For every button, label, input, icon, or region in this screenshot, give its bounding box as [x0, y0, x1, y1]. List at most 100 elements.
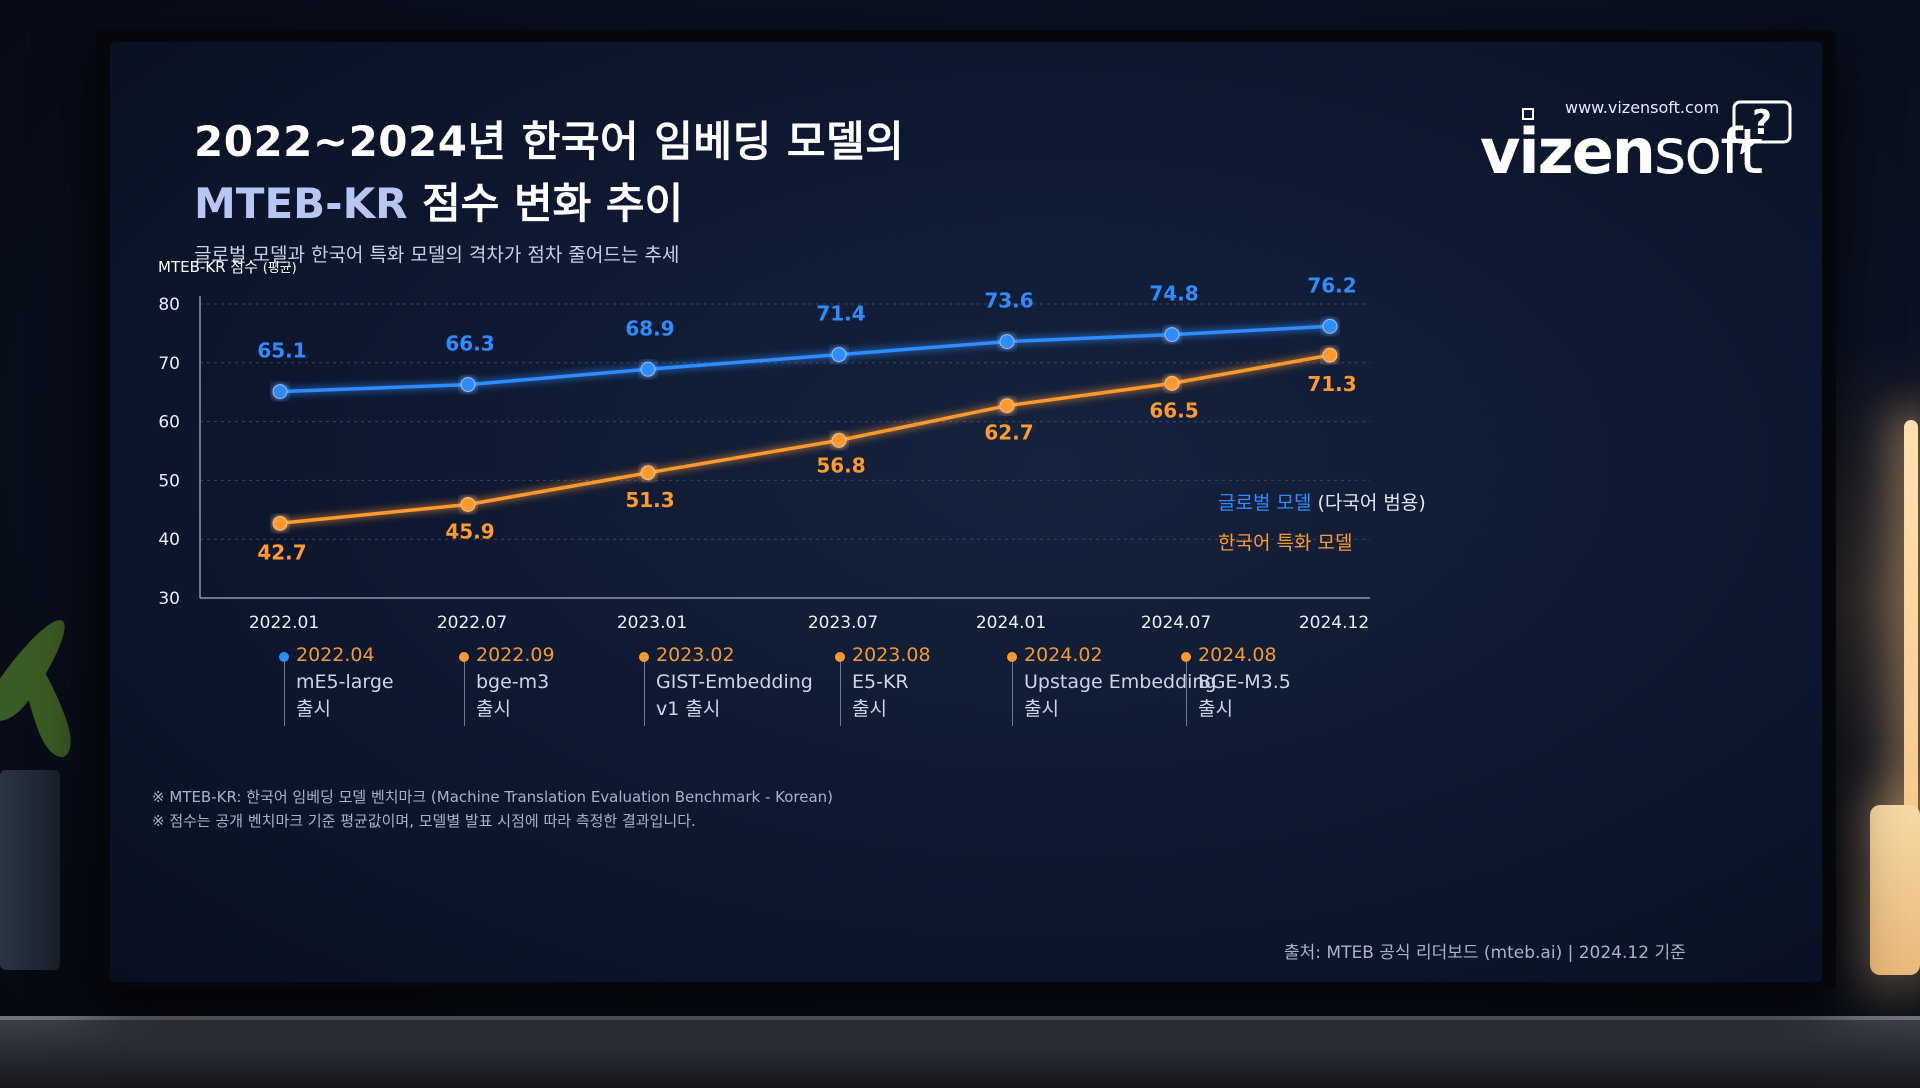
data-point — [831, 347, 847, 363]
annotation-date: 2022.04 — [296, 644, 375, 666]
x-tick-label: 2024.01 — [976, 613, 1046, 633]
data-point — [272, 515, 288, 531]
data-label: 76.2 — [1307, 273, 1356, 297]
x-tick-label: 2022.01 — [249, 613, 319, 633]
data-label: 71.4 — [816, 302, 865, 326]
data-label: 66.3 — [445, 332, 494, 356]
annotation-line2: 출시 — [1024, 698, 1059, 720]
legend-label: 한국어 특화 모델 — [1218, 532, 1352, 554]
legend-label: 글로벌 모델 (다국어 범용) — [1218, 492, 1426, 514]
release-annotation: 2023.02 GIST-Embedding v1 출시 — [656, 642, 813, 723]
page-subtitle: 글로벌 모델과 한국어 특화 모델의 격차가 점차 줄어드는 추세 — [194, 244, 680, 266]
annotation-bar — [284, 662, 285, 726]
data-label: 51.3 — [625, 488, 674, 512]
release-annotation: 2022.09 bge-m3 출시 — [476, 642, 555, 723]
data-point — [999, 334, 1015, 350]
svg-text:?: ? — [1752, 103, 1772, 143]
annotation-bar — [1186, 662, 1187, 726]
y-tick-label: 80 — [158, 295, 180, 315]
annotation-date: 2023.02 — [656, 644, 735, 666]
data-point — [1322, 318, 1338, 334]
data-point — [831, 432, 847, 448]
data-point — [640, 465, 656, 481]
y-tick-label: 50 — [158, 471, 180, 491]
footnote-2: ※ 점수는 공개 벤치마크 기준 평균값이며, 모델별 발표 시점에 따라 측정… — [152, 812, 696, 830]
data-label: 65.1 — [257, 339, 306, 363]
release-annotation: 2024.08 BGE-M3.5 출시 — [1198, 642, 1291, 723]
data-label: 68.9 — [625, 316, 674, 340]
annotation-line1: GIST-Embedding — [656, 671, 813, 693]
release-annotation: 2022.04 mE5-large 출시 — [296, 642, 394, 723]
data-point — [1164, 375, 1180, 391]
annotation-line2: 출시 — [476, 698, 511, 720]
annotation-bar — [1012, 662, 1013, 726]
logo-wordmark: vizensoft — [1480, 112, 1763, 192]
data-label: 42.7 — [257, 540, 306, 564]
y-tick-label: 70 — [158, 354, 180, 374]
data-label: 73.6 — [984, 289, 1033, 313]
lamp — [1904, 420, 1918, 840]
annotation-date: 2024.02 — [1024, 644, 1103, 666]
data-point — [1322, 347, 1338, 363]
annotation-line1: BGE-M3.5 — [1198, 671, 1291, 693]
data-label: 62.7 — [984, 421, 1033, 445]
logo-square-icon — [1522, 108, 1534, 120]
page-title-line2: MTEB-KR 점수 변화 추이 — [194, 170, 683, 231]
data-point — [272, 384, 288, 400]
x-tick-label: 2024.12 — [1299, 613, 1369, 633]
y-axis-label: MTEB-KR 점수 (평균) — [158, 258, 297, 276]
title-rest: 점수 변화 추이 — [407, 179, 684, 228]
data-label: 45.9 — [445, 520, 494, 544]
annotation-dot — [1007, 652, 1017, 662]
title-accent: MTEB-KR — [194, 179, 408, 228]
line-chart: MTEB-KR 점수 (평균) 80 70 60 50 40 30 2022.01 2022.0… — [158, 258, 1426, 633]
lamp-base — [1870, 805, 1920, 975]
source-note: 출처: MTEB 공식 리더보드 (mteb.ai) | 2024.12 기준 — [1284, 943, 1686, 963]
annotation-line1: mE5-large — [296, 671, 394, 693]
page-title-line1: 2022~2024년 한국어 임베딩 모델의 — [194, 117, 905, 166]
desk-edge — [0, 1016, 1920, 1022]
annotation-dot — [835, 652, 845, 662]
annotation-dot — [1181, 652, 1191, 662]
release-annotation: 2024.02 Upstage Embedding 출시 — [1024, 642, 1217, 723]
x-tick-label: 2024.07 — [1141, 613, 1211, 633]
annotation-bar — [464, 662, 465, 726]
x-tick-label: 2022.07 — [437, 613, 507, 633]
data-point — [999, 398, 1015, 414]
data-point — [460, 377, 476, 393]
y-tick-label: 40 — [158, 530, 180, 550]
annotation-dot — [279, 652, 289, 662]
data-label: 71.3 — [1307, 372, 1356, 396]
annotation-date: 2024.08 — [1198, 644, 1277, 666]
logo-url: www.vizensoft.com — [1565, 98, 1720, 117]
annotation-line1: bge-m3 — [476, 671, 550, 693]
data-point — [460, 497, 476, 513]
release-annotation: 2023.08 E5-KR 출시 — [852, 642, 931, 723]
data-point — [1164, 327, 1180, 343]
desk — [0, 1020, 1920, 1088]
annotation-date: 2022.09 — [476, 644, 555, 666]
logo-word-light: soft — [1653, 115, 1763, 188]
y-tick-label: 60 — [158, 413, 180, 433]
x-tick-label: 2023.01 — [617, 613, 687, 633]
footnote-1: ※ MTEB-KR: 한국어 임베딩 모델 벤치마크 (Machine Tran… — [152, 788, 834, 806]
data-label: 56.8 — [816, 453, 865, 477]
annotation-bar — [840, 662, 841, 726]
annotation-date: 2023.08 — [852, 644, 931, 666]
annotation-line2: v1 출시 — [656, 698, 721, 720]
annotation-dot — [639, 652, 649, 662]
annotation-line1: Upstage Embedding — [1024, 671, 1217, 693]
data-label: 74.8 — [1149, 282, 1198, 306]
x-tick-label: 2023.07 — [808, 613, 878, 633]
annotation-dot — [459, 652, 469, 662]
annotation-line2: 출시 — [1198, 698, 1233, 720]
question-bubble-icon: ? — [1732, 100, 1792, 154]
logo-word-bold: vizen — [1480, 115, 1656, 188]
annotation-line1: E5-KR — [852, 671, 909, 693]
plant-pot — [0, 770, 60, 970]
monitor-screen: 2022~2024년 한국어 임베딩 모델의 MTEB-KR 점수 변화 추이 … — [110, 42, 1822, 982]
data-point — [640, 361, 656, 377]
annotation-bar — [644, 662, 645, 726]
annotation-line2: 출시 — [852, 698, 887, 720]
annotation-line2: 출시 — [296, 698, 331, 720]
